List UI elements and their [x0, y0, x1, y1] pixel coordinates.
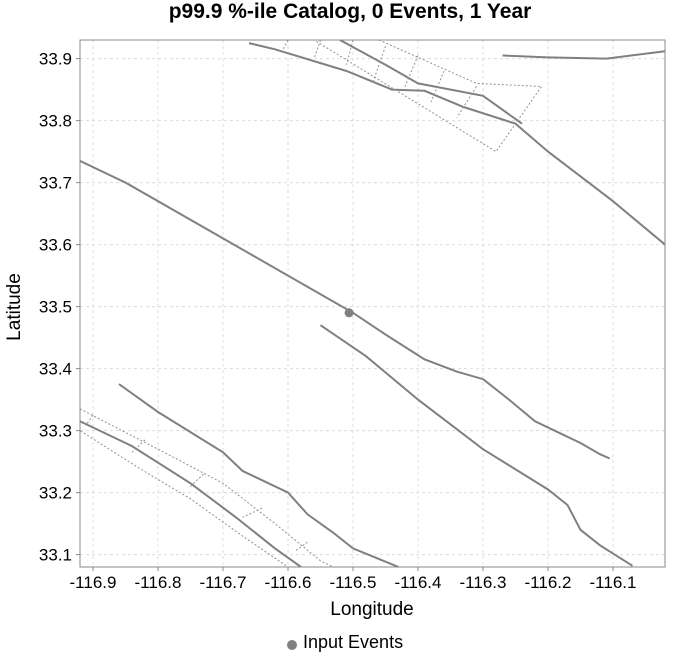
rupture-divider — [131, 439, 146, 453]
y-axis-label: Latitude — [4, 273, 25, 341]
x-tick-label: -116.1 — [590, 573, 637, 592]
y-axis-ticks: 33.1 33.2 33.3 33.4 33.5 33.6 33.7 33.8 33.9 — [39, 50, 80, 565]
legend-marker — [287, 640, 297, 650]
y-tick-label: 33.6 — [39, 236, 72, 255]
x-axis-ticks: -116.9 -116.8 -116.7 -116.6 -116.5 -116.4 -116… — [70, 567, 637, 592]
input-events — [344, 308, 354, 318]
rupture-divider — [86, 414, 94, 425]
y-tick-label: 33.2 — [39, 484, 72, 503]
x-tick-label: -116.2 — [525, 573, 572, 592]
x-tick-label: -116.6 — [265, 573, 312, 592]
fault-trace — [118, 383, 399, 567]
x-tick-label: -116.5 — [330, 573, 377, 592]
rupture-divider — [190, 473, 204, 487]
y-tick-label: 33.9 — [39, 50, 72, 69]
plot-frame — [79, 39, 666, 568]
rupture-divider — [346, 40, 354, 65]
rupture-divider — [404, 55, 419, 87]
y-tick-label: 33.3 — [39, 422, 72, 441]
fault-traces — [80, 40, 665, 567]
fault-trace — [248, 42, 665, 246]
y-tick-label: 33.8 — [39, 112, 72, 131]
x-tick-label: -116.8 — [135, 573, 182, 592]
y-tick-label: 33.4 — [39, 360, 72, 379]
rupture-divider — [372, 46, 386, 84]
y-tick-label: 33.5 — [39, 298, 72, 317]
rupture-divider — [430, 70, 445, 103]
rupture-divider — [242, 507, 263, 518]
fault-trace — [339, 40, 523, 125]
rupture-divider — [313, 40, 321, 59]
chart-title: p99.9 %-ile Catalog, 0 Events, 1 Year — [169, 0, 532, 23]
x-tick-label: -116.4 — [395, 573, 442, 592]
fault-trace — [319, 324, 634, 567]
fault-trace — [80, 159, 611, 460]
grid — [80, 40, 665, 567]
legend: Input Events — [287, 632, 403, 652]
rupture-outlines — [80, 40, 543, 567]
rupture-outline — [275, 40, 543, 153]
x-tick-label: -116.9 — [70, 573, 117, 592]
data-point — [344, 308, 354, 318]
fault-trace — [502, 50, 665, 60]
y-tick-label: 33.7 — [39, 174, 72, 193]
x-tick-label: -116.7 — [200, 573, 247, 592]
rupture-outline — [80, 408, 334, 567]
legend-label: Input Events — [303, 632, 403, 652]
y-tick-label: 33.1 — [39, 546, 72, 565]
x-axis-label: Longitude — [330, 599, 413, 620]
x-tick-label: -116.3 — [460, 573, 507, 592]
rupture-divider — [294, 541, 308, 552]
fault-trace — [80, 420, 302, 567]
